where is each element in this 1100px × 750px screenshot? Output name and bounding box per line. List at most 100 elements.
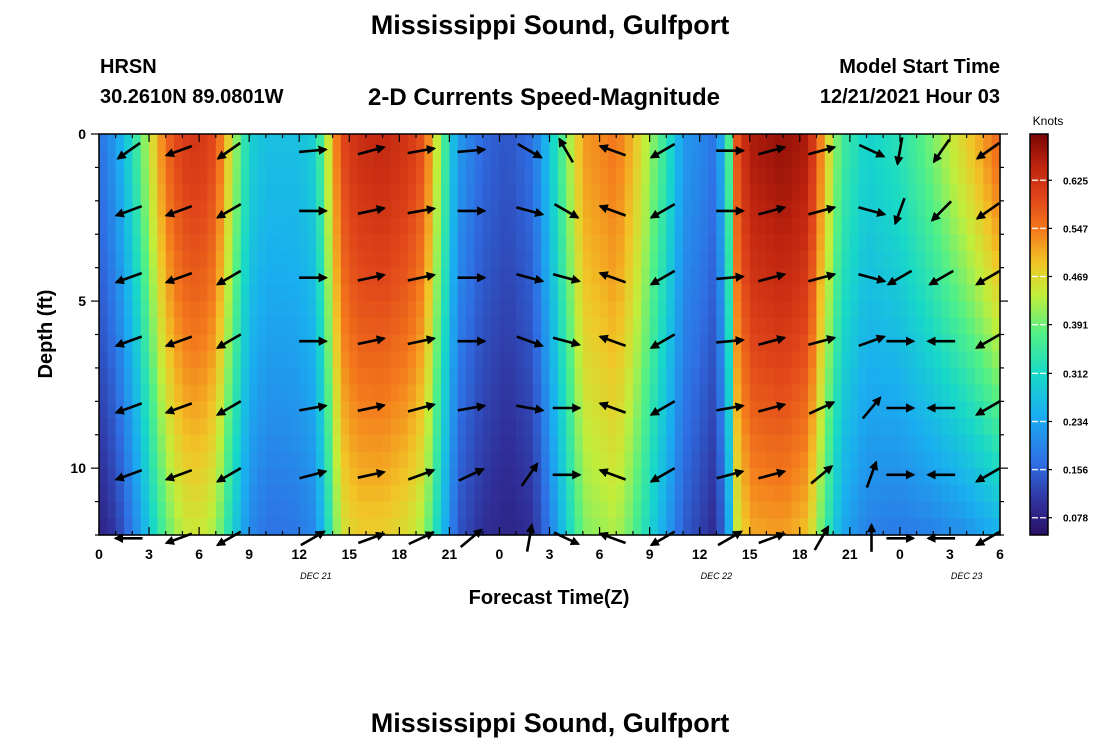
heatmap-cell <box>182 384 192 402</box>
heatmap-cell <box>441 418 450 436</box>
heatmap-cell <box>466 284 476 302</box>
heatmap-cell <box>282 234 292 252</box>
heatmap-cell <box>165 451 175 469</box>
heatmap-cell <box>549 501 559 519</box>
heatmap-cell <box>115 501 125 519</box>
heatmap-cell <box>399 468 409 486</box>
heatmap-cell <box>949 150 959 169</box>
heatmap-cell <box>357 284 367 302</box>
heatmap-cell <box>99 384 108 402</box>
heatmap-cell <box>808 234 818 252</box>
heatmap-cell <box>215 217 225 235</box>
heatmap-cell <box>816 150 826 169</box>
heatmap-cell <box>899 468 909 486</box>
heatmap-cell <box>124 217 133 235</box>
heatmap-cell <box>766 167 776 185</box>
heatmap-cell <box>165 250 175 269</box>
heatmap-cell <box>783 167 793 185</box>
heatmap-cell <box>307 301 317 319</box>
heatmap-cell <box>682 267 692 285</box>
heatmap-cell <box>591 317 601 336</box>
heatmap-cell <box>474 317 484 336</box>
heatmap-cell <box>566 468 576 486</box>
heatmap-cell <box>107 418 117 436</box>
heatmap-cell <box>899 167 909 185</box>
heatmap-cell <box>858 451 868 469</box>
heatmap-cell <box>499 184 509 202</box>
heatmap-cell <box>858 301 868 319</box>
heatmap-cell <box>157 468 167 486</box>
current-arrow <box>516 206 545 217</box>
heatmap-cell <box>991 200 1001 219</box>
heatmap-cell <box>591 301 601 319</box>
heatmap-cell <box>582 200 592 219</box>
y-tick-label: 5 <box>78 293 86 309</box>
heatmap-cell <box>824 384 834 402</box>
heatmap-cell <box>332 367 342 386</box>
current-arrow <box>861 396 882 420</box>
heatmap-cell <box>966 367 976 386</box>
heatmap-cell <box>466 200 476 219</box>
heatmap-cell <box>157 150 167 169</box>
heatmap-cell <box>958 401 968 419</box>
heatmap-cell <box>933 134 943 152</box>
heatmap-cell <box>516 351 526 369</box>
heatmap-cell <box>549 518 559 536</box>
heatmap-cell <box>699 200 709 219</box>
heatmap-cell <box>274 418 284 436</box>
heatmap-cell <box>416 468 425 486</box>
heatmap-cell <box>682 401 692 419</box>
heatmap-cell <box>182 184 192 202</box>
heatmap-cell <box>207 167 217 185</box>
heatmap-cell <box>165 484 175 503</box>
heatmap-cell <box>941 284 951 302</box>
current-arrow <box>858 206 887 217</box>
heatmap-cell <box>849 384 859 402</box>
heatmap-cell <box>290 284 300 302</box>
heatmap-cell <box>240 484 250 503</box>
heatmap-cell <box>741 334 751 352</box>
heatmap-cell <box>474 418 484 436</box>
heatmap-cell <box>816 434 826 453</box>
heatmap-cell <box>491 401 501 419</box>
heatmap-cell <box>424 484 434 503</box>
heatmap-cell <box>733 401 742 419</box>
heatmap-cell <box>441 134 450 152</box>
heatmap-cell <box>808 250 818 269</box>
heatmap-cell <box>215 284 225 302</box>
heatmap-cell <box>974 250 984 269</box>
heatmap-cell <box>149 267 158 285</box>
heatmap-cell <box>516 434 526 453</box>
current-arrow <box>215 269 242 286</box>
heatmap-cell <box>766 284 776 302</box>
heatmap-cell <box>708 250 717 269</box>
heatmap-cell <box>783 134 793 152</box>
heatmap-cell <box>891 134 901 152</box>
station-id: HRSN <box>100 56 157 78</box>
heatmap-cell <box>624 200 634 219</box>
heatmap-cell <box>607 217 617 235</box>
heatmap-cell <box>491 200 501 219</box>
heatmap-cell <box>682 134 692 152</box>
heatmap-cell <box>215 367 225 386</box>
heatmap-cell <box>207 267 217 285</box>
heatmap-cell <box>924 217 934 235</box>
heatmap-cell <box>541 317 551 336</box>
heatmap-cell <box>199 250 209 269</box>
heatmap-cell <box>532 501 542 519</box>
heatmap-cell <box>591 167 601 185</box>
heatmap-cell <box>766 501 776 519</box>
heatmap-cell <box>541 284 551 302</box>
current-arrow <box>357 402 387 413</box>
heatmap-cell <box>682 184 692 202</box>
heatmap-cell <box>557 301 567 319</box>
heatmap-cell <box>916 451 926 469</box>
heatmap-cell <box>315 134 325 152</box>
heatmap-cell <box>566 134 576 152</box>
heatmap-cell <box>699 167 709 185</box>
heatmap-cell <box>390 334 400 352</box>
heatmap-cell <box>349 317 359 336</box>
heatmap-cell <box>124 334 133 352</box>
heatmap-cell <box>799 200 809 219</box>
heatmap-cell <box>390 167 400 185</box>
